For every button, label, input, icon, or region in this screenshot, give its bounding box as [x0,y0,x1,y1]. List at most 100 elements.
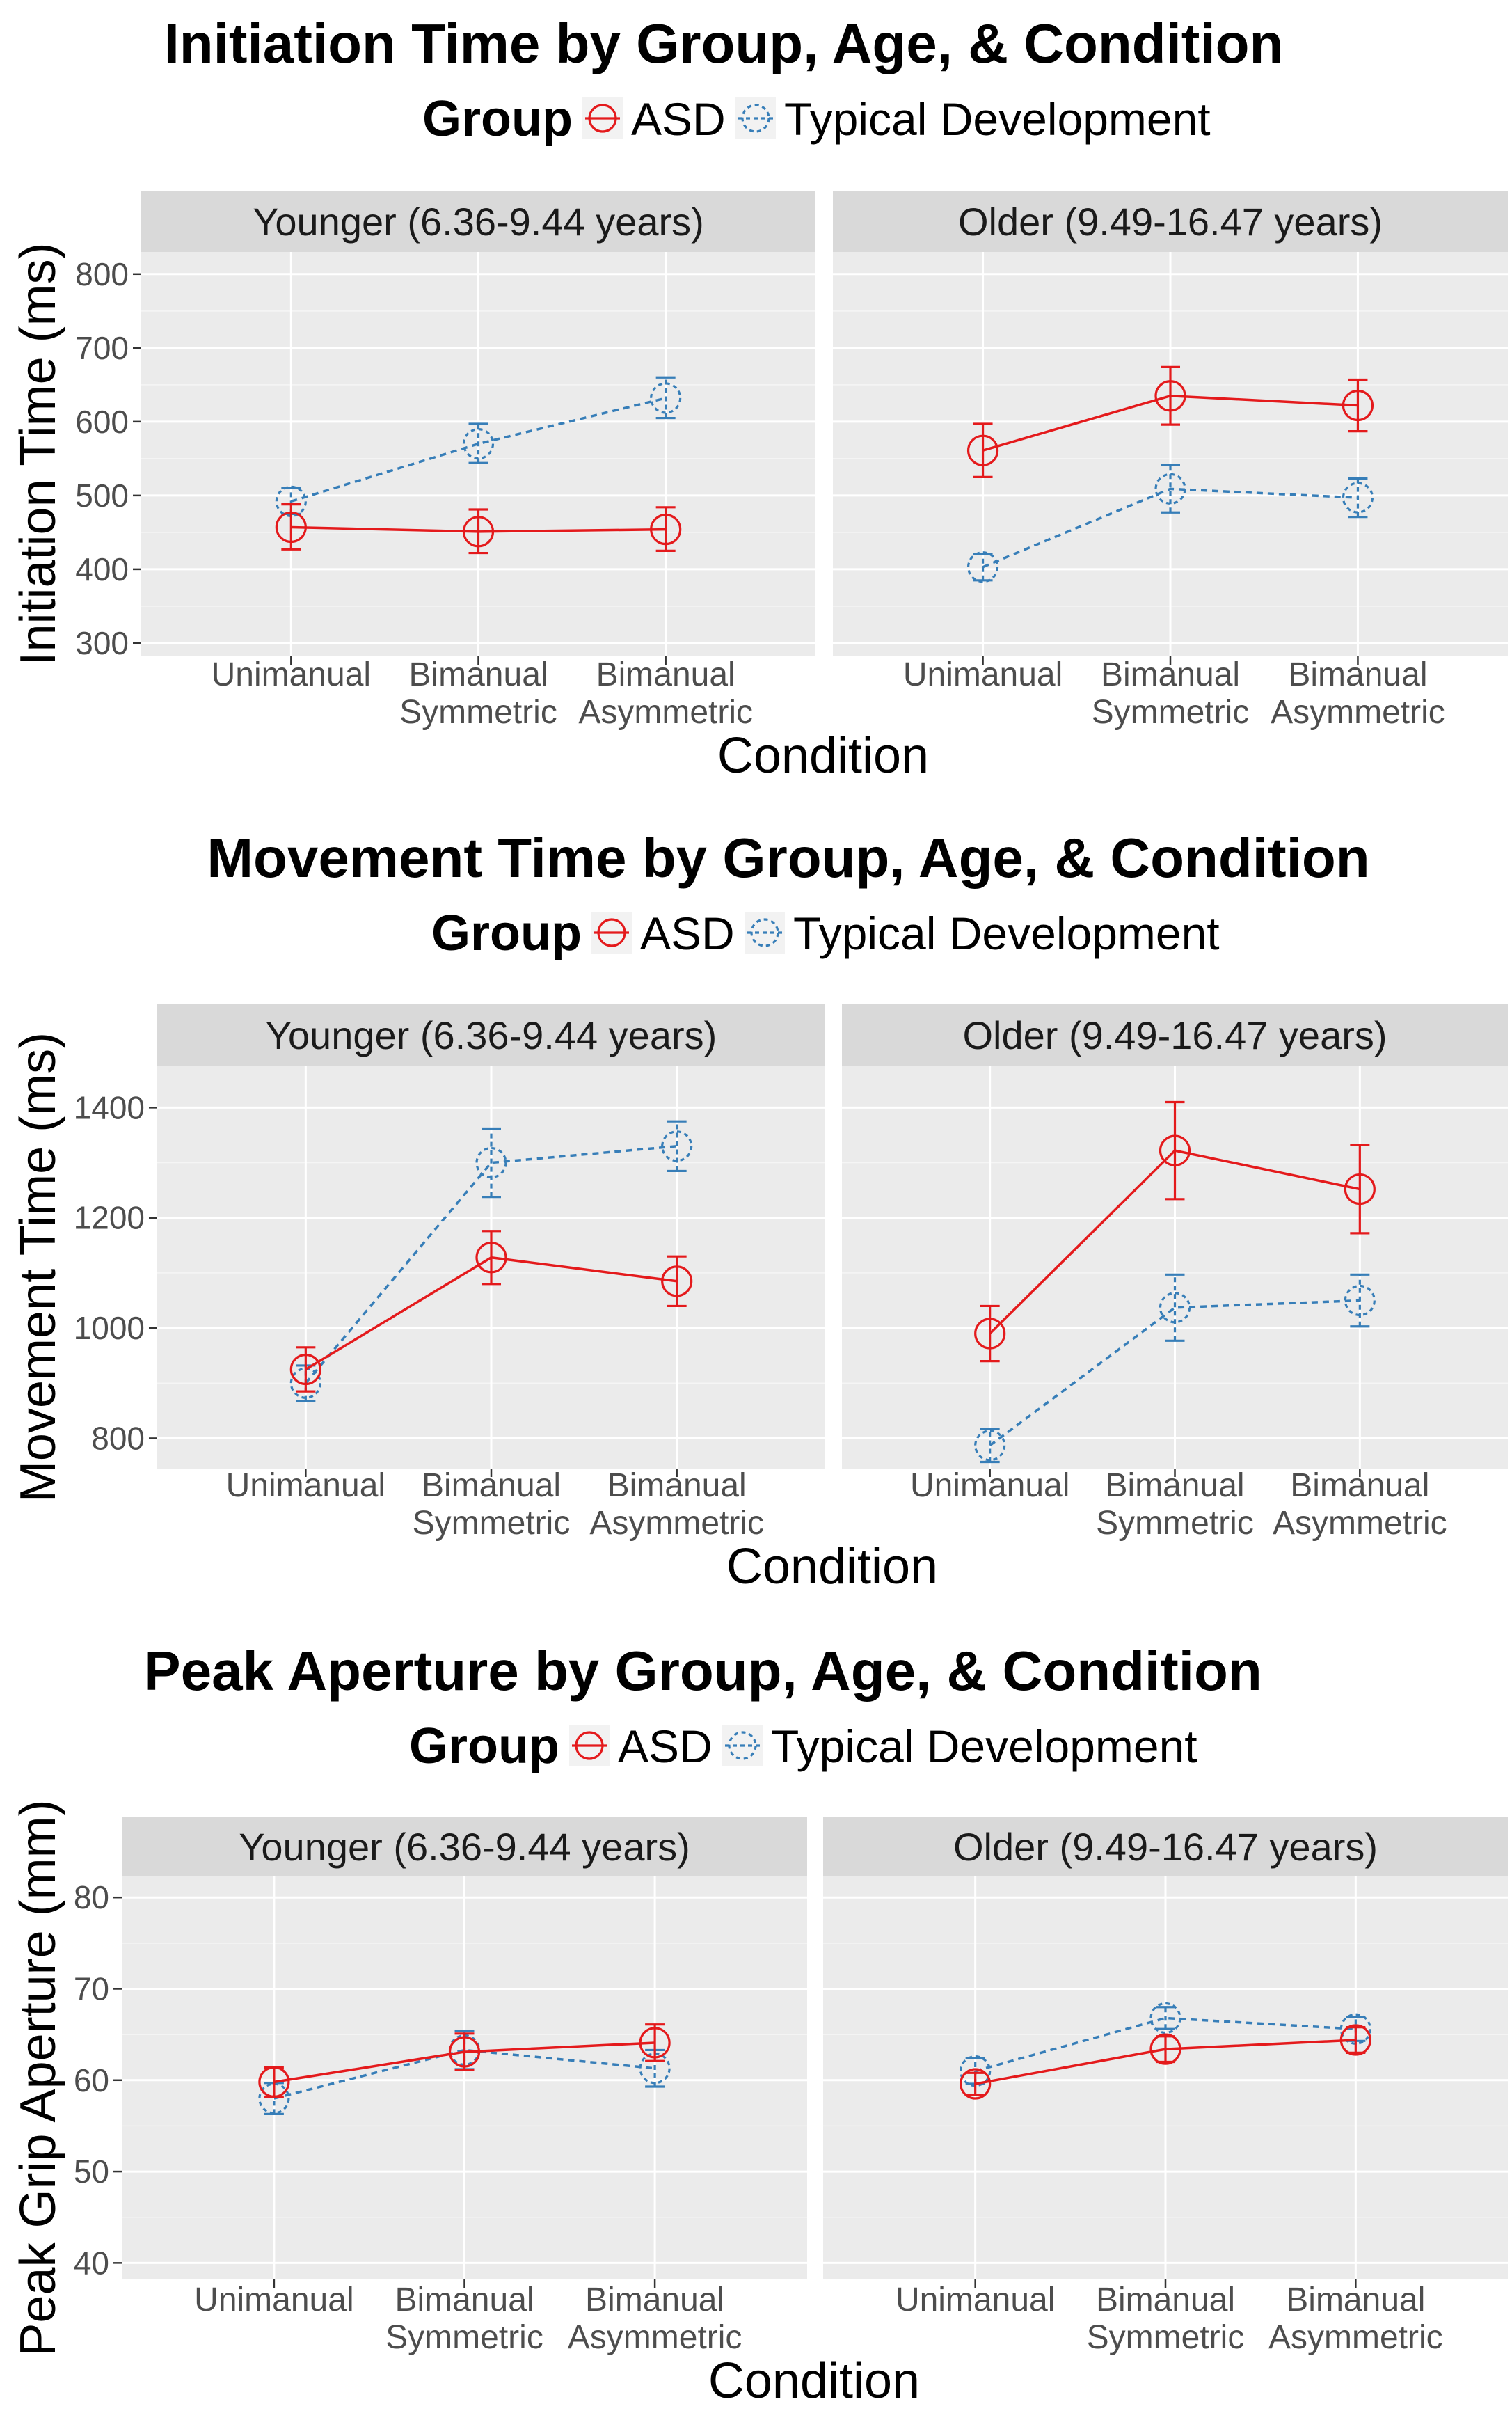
error-bar [980,1428,1000,1464]
x-tick-label: Unimanual [910,1467,1069,1504]
x-tick-label-line: Asymmetric [589,1505,764,1542]
x-tick-label-line: Unimanual [903,656,1063,693]
panel-older: Older (9.49-16.47 years) Unimanual Bimanua… [823,1817,1508,2356]
series-line-typical-development [273,2048,655,2100]
x-tick-label: Unimanual [212,656,371,693]
facet-strip [122,1817,807,1876]
data-point-typical-development [275,485,307,517]
x-tick-label: Bimanual Asymmetric [1268,2281,1443,2356]
series-typical-development [974,1273,1376,1464]
x-tick-label-line: Asymmetric [568,2319,742,2356]
data-point-asd [462,516,495,548]
legend-key-asd [582,97,623,139]
error-bar [1350,1144,1370,1235]
chart-title: Initiation Time by Group, Age, & Conditi… [164,13,1284,74]
x-axis-title: Condition [717,728,929,784]
error-bar [1156,2006,1175,2030]
data-point-asd [966,434,999,466]
x-tick-label: Bimanual Asymmetric [1273,1467,1447,1542]
facet-strip-label: Younger (6.36-9.44 years) [239,1825,690,1869]
data-point-asd [639,2027,671,2059]
facet-strip-label: Younger (6.36-9.44 years) [253,200,704,244]
x-tick-label-line: Asymmetric [1273,1505,1447,1542]
x-tick-label: Bimanual Asymmetric [578,656,753,731]
data-point-typical-development [966,551,999,583]
x-tick-label: Bimanual Asymmetric [1271,656,1445,731]
x-tick-label-line: Unimanual [226,1467,385,1504]
series-asd [275,503,682,555]
facet-strip-label: Older (9.49-16.47 years) [953,1825,1378,1869]
error-bar [454,2032,475,2071]
x-tick-label-line: Symmetric [399,694,557,731]
x-tick-label: Bimanual Symmetric [399,656,557,731]
y-tick-label: 400 [75,551,129,587]
facet-strip [157,1004,825,1066]
data-point-asd [661,1265,693,1297]
y-axis-title: Movement Time (ms) [10,1032,66,1503]
y-tick-label: 50 [74,2153,109,2190]
legend-key-marker [728,1731,757,1760]
facet-strip [141,191,815,252]
x-tick-label-line: Bimanual [1105,1467,1244,1504]
legend-key-marker [575,1731,604,1760]
legend-title: Group [422,91,573,147]
legend-label-typical-development: Typical Development [784,93,1211,145]
y-tick-label: 40 [74,2245,109,2281]
x-tick-label-line: Bimanual [395,2281,534,2318]
legend-key-marker [741,104,770,133]
data-point-asd [1344,1173,1376,1205]
y-tick-label: 1000 [74,1310,145,1346]
series-line-typical-development [290,397,667,503]
data-point-asd [650,514,682,546]
legend-key-asd [591,912,632,954]
figure-1: Initiation Time by Group, Age, & Conditi… [10,13,1508,784]
data-point-typical-development [1154,473,1186,505]
error-bar [1165,1100,1185,1201]
data-point-typical-development [1159,1292,1191,1324]
error-bar [1348,477,1368,519]
x-tick-label: Unimanual [226,1467,385,1504]
legend-label-typical-development: Typical Development [793,908,1220,959]
series-typical-development [966,464,1374,583]
error-bar [1161,464,1180,514]
y-tick-label: 1200 [74,1200,145,1236]
legend: Group ASD Typical Development [422,91,1211,147]
series-asd [289,1230,693,1393]
series-asd [974,1100,1376,1363]
x-tick-label-line: Symmetric [1087,2319,1245,2356]
x-tick-label-line: Unimanual [212,656,371,693]
legend-key-marker [588,104,617,133]
error-bar [965,2071,985,2096]
error-bar [980,1304,1000,1363]
x-tick-label-line: Asymmetric [578,694,753,731]
x-tick-label: Bimanual Symmetric [1096,1467,1254,1542]
x-tick-label-line: Unimanual [896,2281,1055,2318]
series-line-typical-development [304,1145,677,1384]
x-tick-label: Bimanual Symmetric [385,2281,543,2356]
chart-title: Peak Aperture by Group, Age, & Condition [143,1640,1262,1702]
data-point-typical-development [639,2053,671,2085]
y-tick-label: 800 [75,256,129,292]
x-tick-label-line: Asymmetric [1271,694,1445,731]
x-tick-label-line: Symmetric [413,1505,571,1542]
panel-younger: Younger (6.36-9.44 years) Unimanual Bimanu… [141,191,815,731]
x-tick-label-line: Symmetric [1092,694,1250,731]
data-point-asd [960,2068,992,2100]
y-tick-label: 70 [74,1970,109,2007]
legend-key-asd [569,1725,610,1766]
error-bar [1348,378,1368,433]
facet-strip-label: Older (9.49-16.47 years) [958,200,1383,244]
data-point-asd [1154,380,1186,412]
x-tick-label: Bimanual Symmetric [413,1467,571,1542]
panel-older: Older (9.49-16.47 years) Unimanual Bimanua… [842,1004,1508,1542]
x-tick-label-line: Bimanual [1101,656,1240,693]
data-point-asd [289,1353,321,1386]
y-tick-label: 1400 [74,1089,145,1125]
x-tick-label-line: Unimanual [194,2281,353,2318]
error-bar [655,376,676,420]
x-tick-label: Bimanual Symmetric [1087,2281,1245,2356]
series-asd [960,2024,1371,2100]
x-tick-label-line: Bimanual [422,1467,561,1504]
y-tick-label: 700 [75,330,129,366]
